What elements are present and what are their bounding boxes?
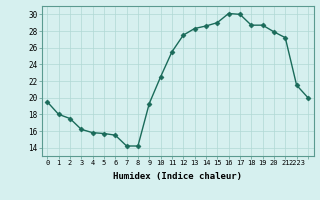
X-axis label: Humidex (Indice chaleur): Humidex (Indice chaleur) [113,172,242,181]
